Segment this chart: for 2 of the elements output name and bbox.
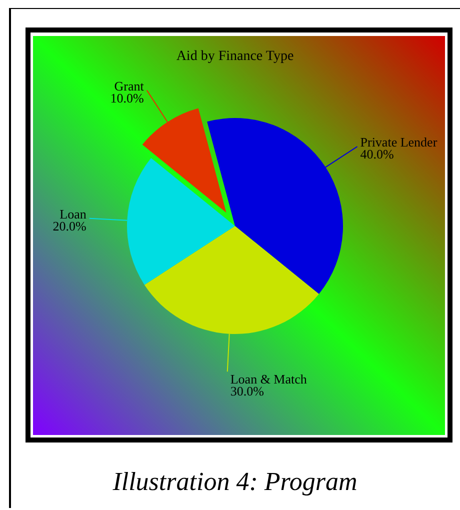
chart-title: Aid by Finance Type: [176, 49, 294, 64]
text: Illustration 4: Program: [112, 467, 358, 496]
